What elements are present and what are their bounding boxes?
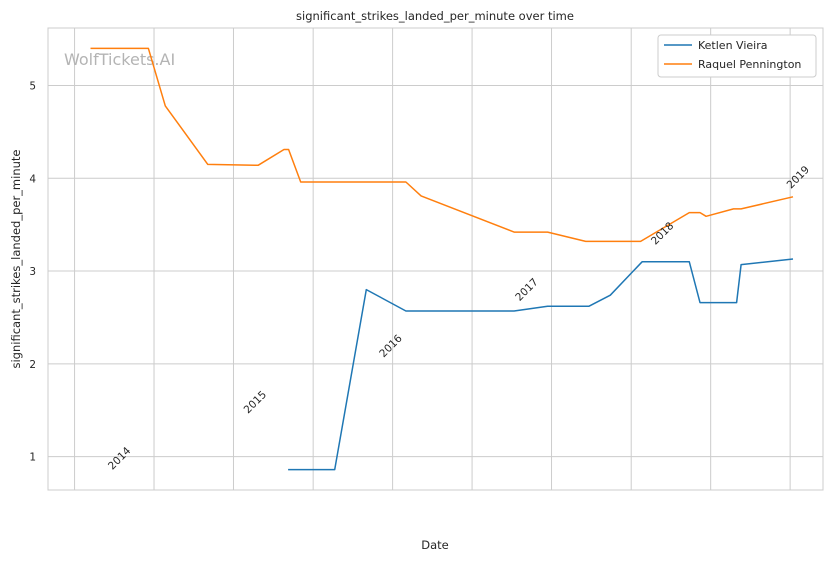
y-tick-label: 1 <box>29 452 36 464</box>
grid <box>48 28 823 490</box>
y-axis-ticks: 1 2 3 4 5 <box>29 81 36 464</box>
plot-background <box>47 27 824 491</box>
y-axis-label: significant_strikes_landed_per_minute <box>9 150 23 369</box>
y-tick-label: 5 <box>29 81 36 93</box>
y-tick-label: 2 <box>29 359 36 371</box>
legend-box <box>657 34 817 78</box>
x-axis-label: Date <box>421 538 449 552</box>
series-line-ketlen-vieira <box>288 258 794 471</box>
legend-label-ketlen-vieira: Ketlen Vieira <box>698 39 767 52</box>
legend: Ketlen Vieira Raquel Pennington <box>657 34 817 78</box>
watermark: WolfTickets.AI <box>64 50 175 69</box>
y-tick-label: 4 <box>29 173 36 185</box>
series-layer <box>90 47 794 471</box>
legend-label-raquel-pennington: Raquel Pennington <box>698 58 801 71</box>
y-tick-label: 3 <box>29 266 36 278</box>
series-line-raquel-pennington <box>90 47 794 243</box>
chart-title: significant_strikes_landed_per_minute ov… <box>296 9 574 23</box>
